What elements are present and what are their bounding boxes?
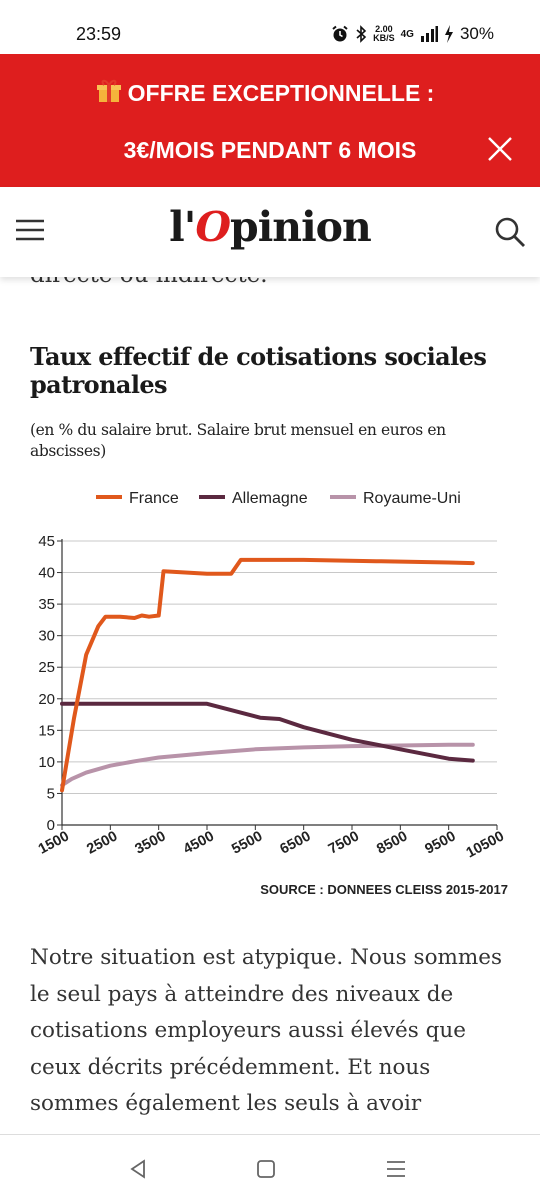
chart-subtitle: (en % du salaire brut. Salaire brut mens…: [30, 421, 446, 460]
site-logo[interactable]: l'Opinion: [0, 203, 540, 251]
y-tick-label: 25: [38, 659, 55, 676]
signal-icon: [420, 26, 438, 42]
series-line-france: [60, 557, 475, 793]
back-triangle-icon[interactable]: [124, 1155, 152, 1183]
legend-label: Allemagne: [232, 490, 308, 507]
logo-prefix: l': [169, 203, 196, 251]
close-icon[interactable]: [482, 131, 518, 167]
y-tick-label: 45: [38, 533, 55, 550]
y-tick-label: 0: [47, 817, 55, 834]
site-header: l'Opinion: [0, 187, 540, 277]
status-bar: 23:59 2.00 KB/S 4G 30%: [0, 0, 540, 54]
y-tick-label: 20: [38, 691, 55, 708]
promo-banner[interactable]: OFFRE EXCEPTIONNELLE : 3€/MOIS PENDANT 6…: [0, 54, 540, 187]
logo-accent: O: [195, 203, 231, 251]
recents-menu-icon[interactable]: [382, 1155, 410, 1183]
gift-icon: [96, 79, 121, 102]
hamburger-menu-icon[interactable]: [14, 217, 46, 243]
network-type: 4G: [400, 28, 414, 40]
x-tick-label: 10500: [464, 828, 507, 861]
network-speed-value: 2.00: [375, 24, 393, 34]
x-tick-label: 2500: [84, 828, 120, 857]
y-tick-label: 5: [47, 785, 55, 802]
x-tick-label: 8500: [374, 828, 410, 857]
charging-icon: [444, 25, 453, 43]
network-speed-unit: KB/S: [373, 33, 395, 43]
y-tick-label: 10: [38, 754, 55, 771]
logo-suffix: pinion: [230, 203, 372, 251]
series-line-royaume-uni: [60, 742, 475, 788]
banner-headline: OFFRE EXCEPTIONNELLE :: [0, 78, 540, 107]
y-tick-label: 35: [38, 596, 55, 613]
series-line-allemagne: [60, 701, 475, 763]
y-tick-label: 15: [38, 722, 55, 739]
bluetooth-icon: [356, 25, 367, 43]
status-icons: 2.00 KB/S 4G 30%: [331, 24, 494, 44]
home-square-icon[interactable]: [252, 1155, 280, 1183]
search-icon[interactable]: [493, 215, 527, 249]
x-tick-label: 4500: [181, 828, 217, 857]
legend-label: France: [129, 490, 179, 507]
banner-offer: 3€/MOIS PENDANT 6 MOIS: [123, 137, 417, 163]
battery-level: 30%: [459, 24, 494, 43]
alarm-icon: [332, 25, 348, 42]
y-tick-label: 40: [38, 565, 55, 582]
chart-source: SOURCE : DONNEES CLEISS 2015-2017: [260, 882, 508, 897]
x-tick-label: 6500: [278, 828, 314, 857]
x-tick-label: 5500: [229, 828, 265, 857]
article-paragraph: Notre situation est atypique. Nous somme…: [30, 945, 503, 1116]
banner-line1-text: OFFRE EXCEPTIONNELLE :: [127, 80, 435, 106]
y-tick-label: 30: [38, 628, 55, 645]
x-tick-label: 3500: [133, 828, 169, 857]
legend-label: Royaume-Uni: [363, 490, 461, 507]
x-tick-label: 7500: [326, 828, 362, 857]
system-nav-bar: [0, 1134, 540, 1201]
chart-title: Taux effectif de cotisations sociales pa…: [30, 342, 487, 399]
x-tick-label: 9500: [423, 828, 459, 857]
status-time: 23:59: [76, 24, 122, 44]
network-speed: 2.00 KB/S: [373, 25, 395, 43]
